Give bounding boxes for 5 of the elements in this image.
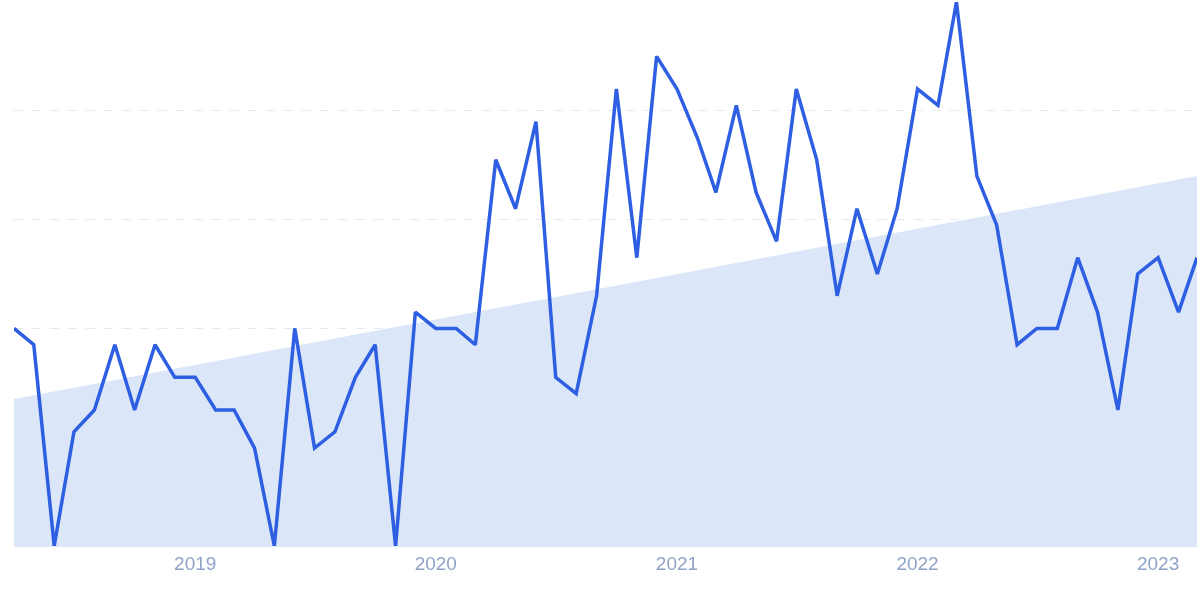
x-tick-label: 2021 <box>655 552 699 574</box>
x-tick-label: 2020 <box>414 552 457 574</box>
x-tick-label: 2019 <box>174 552 217 574</box>
x-tick-label: 2023 <box>1136 552 1180 574</box>
x-tick-label: 2022 <box>896 552 939 574</box>
